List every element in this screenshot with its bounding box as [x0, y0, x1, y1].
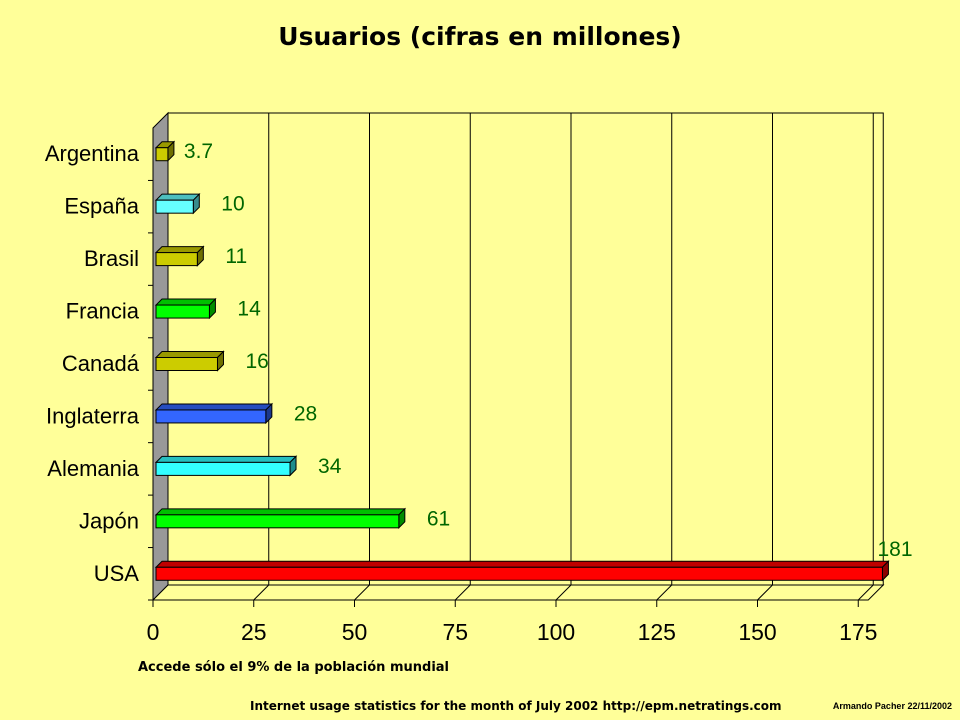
category-label: Alemania — [47, 456, 139, 481]
axes — [148, 179, 869, 607]
x-tick-label: 0 — [147, 619, 160, 645]
x-tick-label: 50 — [342, 619, 368, 645]
bar-top — [154, 403, 274, 411]
category-label: Inglaterra — [46, 403, 140, 428]
gridlines — [253, 113, 874, 601]
value-label: 10 — [221, 193, 244, 216]
bar — [155, 304, 210, 319]
footnote: Accede sólo el 9% de la población mundia… — [138, 660, 450, 675]
x-tick-label: 125 — [638, 619, 676, 645]
value-label: 16 — [245, 350, 268, 373]
bar-top — [154, 455, 298, 463]
source-note: Internet usage statistics for the month … — [250, 699, 782, 713]
bar — [155, 147, 169, 162]
back-wall — [167, 112, 884, 586]
category-label: Brasil — [84, 246, 139, 271]
x-tick-label: 25 — [241, 619, 267, 645]
x-tick-label: 175 — [839, 619, 877, 645]
category-label: USA — [94, 561, 140, 586]
floor — [151, 584, 885, 601]
value-label: 181 — [877, 538, 912, 561]
bar-top — [154, 298, 217, 306]
category-label: España — [64, 194, 139, 219]
bar-top — [154, 351, 225, 358]
category-label: Francia — [66, 299, 140, 324]
author-note: Armando Pacher 22/11/2002 — [832, 701, 952, 711]
gridline-floor — [454, 584, 471, 601]
bar-top — [154, 508, 407, 516]
gridline-floor — [555, 584, 572, 601]
bar-top — [154, 560, 890, 568]
gridline-floor — [757, 584, 773, 601]
bar-top — [154, 246, 205, 254]
gridline-floor — [354, 584, 370, 601]
value-label: 11 — [225, 245, 247, 268]
gridline-floor — [857, 584, 874, 601]
category-label: Argentina — [45, 141, 140, 166]
bar — [155, 199, 194, 214]
x-tick-label: 75 — [442, 619, 468, 645]
gridline-floor — [656, 584, 673, 601]
x-tick-label: 150 — [738, 619, 776, 645]
bar — [155, 566, 883, 581]
chart-title: Usuarios (cifras en millones) — [278, 22, 682, 51]
value-label: 14 — [237, 298, 261, 321]
bar — [155, 461, 291, 476]
bar — [155, 357, 218, 371]
category-label: Japón — [79, 508, 139, 533]
bars — [154, 140, 890, 582]
bar-top — [154, 193, 201, 201]
category-label: Canadá — [62, 351, 140, 376]
value-label: 61 — [427, 507, 450, 530]
value-label: 3.7 — [184, 140, 213, 163]
x-tick-label: 100 — [537, 619, 575, 645]
bar — [155, 252, 198, 267]
bar — [155, 514, 400, 529]
value-label: 34 — [318, 455, 342, 478]
labels: 0 25 50 75 100 125 150 175 Argentina 3.7 España 10 B… — [45, 140, 913, 645]
bar — [155, 409, 267, 424]
value-label: 28 — [294, 402, 317, 425]
gridline-floor — [253, 584, 270, 601]
